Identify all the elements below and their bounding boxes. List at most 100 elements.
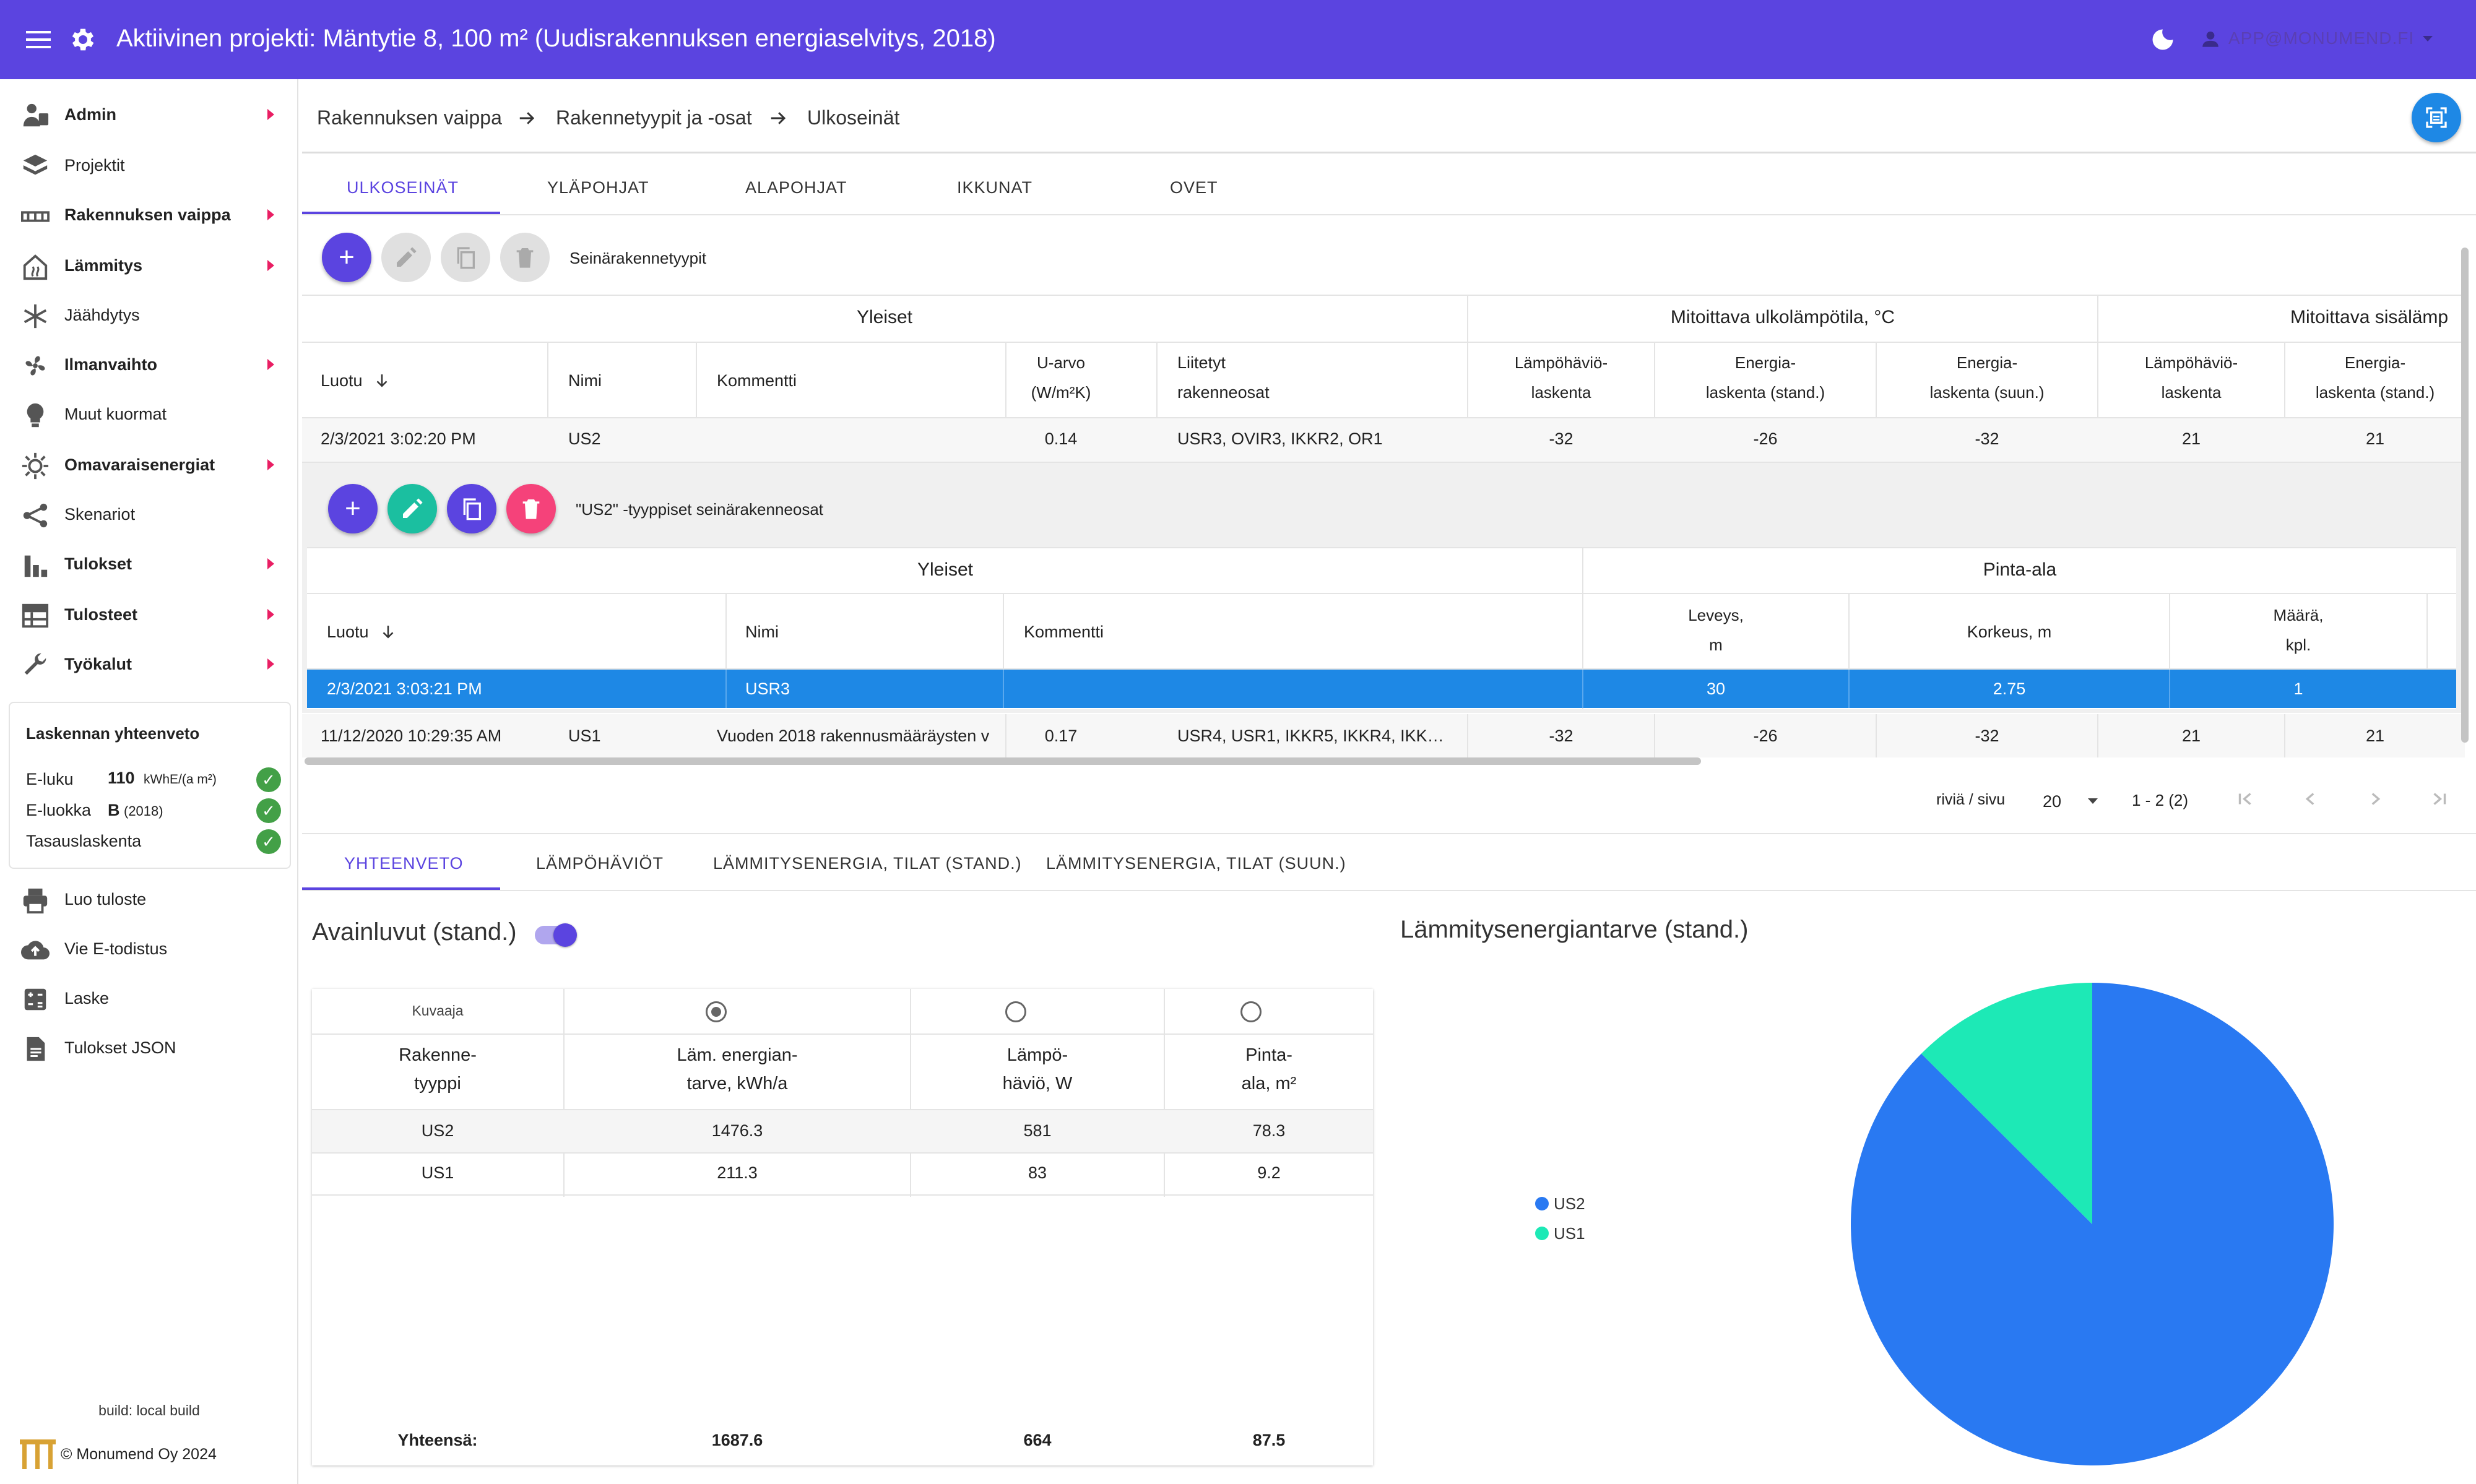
col-es2[interactable]: Energia-laskenta (stand.)	[2285, 348, 2465, 407]
tab-ylapohjat[interactable]: YLÄPOHJAT	[547, 178, 649, 197]
action-luo-tuloste[interactable]: Luo tuloste	[0, 875, 298, 925]
rows-per-page-select[interactable]: 20	[2043, 792, 2062, 811]
sort-down-icon[interactable]	[373, 371, 391, 390]
sidebar-item-rakennuksen-vaippa[interactable]: Rakennuksen vaippa	[0, 191, 298, 240]
sidebar-item-tulosteet[interactable]: Tulosteet	[0, 590, 298, 640]
tab-lampohaviot[interactable]: LÄMPÖHÄVIÖT	[536, 854, 664, 873]
col-kommentti[interactable]: Kommentti	[1024, 623, 1104, 641]
calculation-summary: Laskennan yhteenveto E-luku 110 kWhE/(a …	[9, 702, 291, 869]
horizontal-scrollbar[interactable]	[305, 757, 1701, 765]
table-row[interactable]	[302, 714, 2465, 757]
sidebar-item-lammitys[interactable]: Lämmitys	[0, 241, 298, 291]
divider	[2097, 295, 2098, 462]
edit-type-button[interactable]	[381, 233, 431, 282]
expand-icon	[2426, 107, 2447, 128]
delete-part-button[interactable]	[506, 484, 556, 533]
sidebar-item-label: Omavaraisenergiat	[64, 455, 215, 474]
action-laske[interactable]: Laske	[0, 974, 298, 1024]
tab-alapohjat[interactable]: ALAPOHJAT	[745, 178, 847, 197]
sidebar-item-muut-kuormat[interactable]: Muut kuormat	[0, 390, 298, 439]
gear-icon[interactable]	[67, 25, 97, 54]
fullscreen-button[interactable]	[2412, 93, 2461, 142]
radio-energy[interactable]	[706, 1001, 727, 1022]
col-kommentti[interactable]: Kommentti	[717, 371, 797, 390]
col-esu[interactable]: Energia-laskenta (suun.)	[1877, 348, 2097, 407]
kuvaaja-label: Kuvaaja	[412, 1003, 464, 1019]
edit-part-button[interactable]	[387, 484, 437, 533]
sidebar-item-skenariot[interactable]: Skenariot	[0, 490, 298, 540]
cell-nimi: USR3	[745, 679, 790, 698]
copy-part-button[interactable]	[447, 484, 496, 533]
cell-lh2: 21	[2181, 429, 2201, 448]
sidebar-item-omavaraisenergiat[interactable]: Omavaraisenergiat	[0, 441, 298, 490]
breadcrumb-item[interactable]: Rakennuksen vaippa	[317, 106, 502, 129]
total-area: 87.5	[1252, 1431, 1286, 1449]
col-nimi[interactable]: Nimi	[568, 371, 602, 390]
sidebar-item-tulokset[interactable]: Tulokset	[0, 540, 298, 589]
sidebar-item-jaahdytys[interactable]: Jäähdytys	[0, 291, 298, 340]
table-row[interactable]	[302, 418, 2465, 462]
chevron-down-icon[interactable]	[2422, 35, 2434, 43]
col-luotu[interactable]: Luotu	[327, 623, 369, 641]
table-row-selected[interactable]: 2/3/2021 3:03:21 PM USR3 30 2.75 1	[307, 670, 2456, 708]
menu-icon[interactable]	[25, 27, 52, 52]
expand-arrow-icon	[267, 459, 274, 470]
tab-lammitysenergia-suun[interactable]: LÄMMITYSENERGIA, TILAT (SUUN.)	[1046, 854, 1346, 873]
col-label: Pinta-	[1245, 1045, 1292, 1065]
col-es[interactable]: Energia-laskenta (stand.)	[1655, 348, 1876, 407]
sort-down-icon[interactable]	[379, 623, 397, 641]
add-part-button[interactable]: +	[328, 484, 378, 533]
radio-area[interactable]	[1240, 1001, 1262, 1022]
user-email[interactable]: APP@MONUMEND.FI	[2228, 28, 2415, 48]
prev-page-icon[interactable]	[2300, 788, 2321, 809]
share-icon	[23, 503, 48, 528]
chevron-down-icon[interactable]	[2086, 797, 2100, 806]
sidebar-item-admin[interactable]: Admin	[0, 90, 298, 140]
copy-type-button[interactable]	[441, 233, 490, 282]
breadcrumb-item[interactable]: Rakennetyypit ja -osat	[556, 106, 752, 129]
last-page-icon[interactable]	[2429, 788, 2450, 809]
col-leveys[interactable]: Leveys, m	[1583, 600, 1848, 660]
sidebar-item-projektit[interactable]: Projektit	[0, 141, 298, 191]
delete-type-button[interactable]	[500, 233, 550, 282]
tab-ikkunat[interactable]: IKKUNAT	[957, 178, 1033, 197]
stand-toggle[interactable]	[535, 923, 577, 947]
col-lh[interactable]: Lämpöhäviö-laskenta	[1468, 348, 1654, 407]
col-nimi[interactable]: Nimi	[745, 623, 779, 641]
vertical-scrollbar[interactable]	[2461, 248, 2469, 743]
total-loss: 664	[1023, 1431, 1052, 1449]
moon-icon[interactable]	[2149, 26, 2176, 53]
app-bar: Aktiivinen projekti: Mäntytie 8, 100 m² …	[0, 0, 2476, 79]
cell-area: 9.2	[1257, 1163, 1281, 1182]
copy-icon	[457, 247, 475, 269]
legend-dot	[1535, 1227, 1549, 1240]
divider	[1003, 670, 1004, 708]
tab-ovet[interactable]: OVET	[1170, 178, 1218, 197]
pie-slice-us1[interactable]	[1921, 983, 2092, 1224]
action-tulokset-json[interactable]: Tulokset JSON	[0, 1024, 298, 1073]
col-luotu[interactable]: Luotu	[321, 371, 363, 390]
col-maara[interactable]: Määrä, kpl.	[2170, 600, 2426, 660]
tab-ulkoseinat[interactable]: ULKOSEINÄT	[347, 178, 459, 197]
pencil-icon	[397, 247, 417, 267]
col-lh2[interactable]: Lämpöhäviö-laskenta	[2098, 348, 2284, 407]
sidebar-item-tyokalut[interactable]: Työkalut	[0, 640, 298, 689]
tab-lammitysenergia-stand[interactable]: LÄMMITYSENERGIA, TILAT (STAND.)	[713, 854, 1022, 873]
table-row[interactable]	[312, 1110, 1373, 1152]
col-uarvo[interactable]: U-arvo (W/m²K)	[1006, 348, 1115, 407]
divider	[1654, 714, 1655, 757]
expand-arrow-icon	[267, 558, 274, 569]
add-type-button[interactable]: +	[322, 233, 371, 282]
col-korkeus[interactable]: Korkeus, m	[1967, 623, 2052, 641]
build-info: build: local build	[98, 1402, 200, 1418]
cell-uarvo: 0.17	[1044, 727, 1078, 745]
action-vie-e-todistus[interactable]: Vie E-todistus	[0, 925, 298, 974]
sidebar-item-ilmanvaihto[interactable]: Ilmanvaihto	[0, 340, 298, 390]
trash-icon	[522, 499, 540, 519]
tab-indicator	[302, 212, 500, 214]
next-page-icon[interactable]	[2365, 788, 2386, 809]
col-liitetyt[interactable]: Liitetyt rakenneosat	[1177, 348, 1270, 407]
first-page-icon[interactable]	[2235, 788, 2256, 809]
radio-loss[interactable]	[1005, 1001, 1026, 1022]
tab-yhteenveto[interactable]: YHTEENVETO	[344, 854, 464, 873]
